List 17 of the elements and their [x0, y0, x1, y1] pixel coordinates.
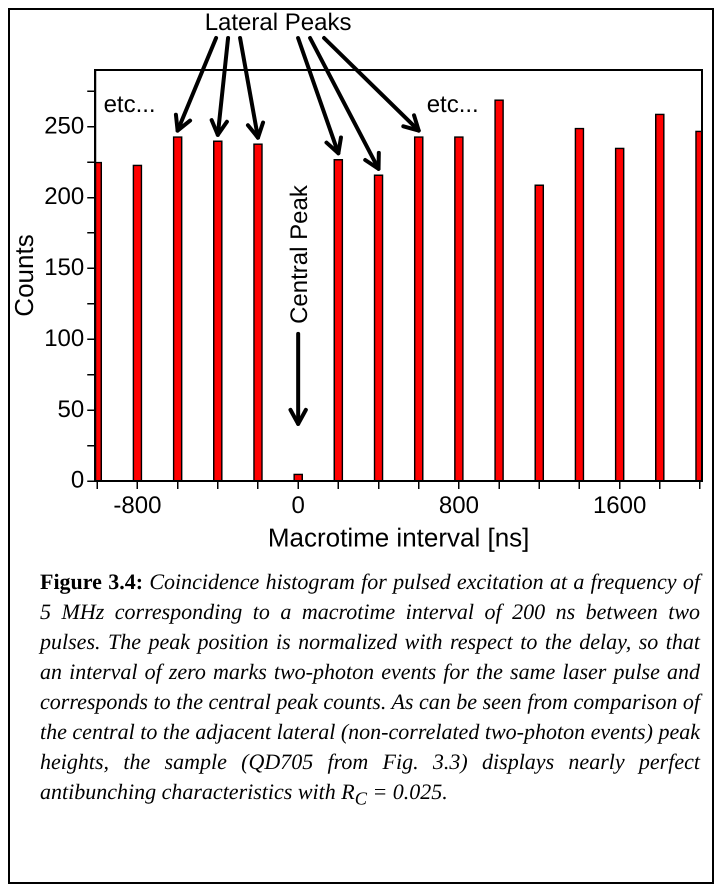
y-tick-label: 150	[44, 254, 84, 282]
x-tick-label: 1600	[592, 492, 646, 520]
y-tick-label: 200	[44, 183, 84, 210]
text: Lateral Peaks	[204, 9, 352, 36]
y-tick-label: 100	[44, 324, 84, 352]
x-tick-label: 0	[291, 492, 305, 520]
annotation: etc...	[104, 91, 156, 118]
annotation: Central Peak	[286, 184, 314, 324]
annotation: etc...	[426, 91, 479, 118]
y-tick-label: 0	[70, 466, 84, 494]
x-tick-label: 800	[438, 492, 479, 520]
x-tick-label: -800	[113, 492, 162, 520]
text: Figure 3.4: Coincidence histogram for pulsed excitation at a frequency of 5 MHz corresponding to a macrotime interval of 200 ns between two pulses. The peak position is normalized with respect to the delay, so that an interval of zero marks two-photon events for the same laser pulse and corresponds to the central peak counts. As can be seen from comparison of the central to the adjacent lateral (non-correlated two-photon events) peak heights, the sample (QD705 from Fig. 3.3) displays nearly perfect antibunching characteristics with R$_{C}$ = 0.025.	[40, 569, 700, 808]
y-tick-label: 50	[58, 396, 84, 423]
y-axis-title: Counts	[8, 234, 39, 317]
x-axis-title: Macrotime interval [ns]	[268, 522, 530, 553]
y-tick-label: 250	[44, 112, 84, 140]
